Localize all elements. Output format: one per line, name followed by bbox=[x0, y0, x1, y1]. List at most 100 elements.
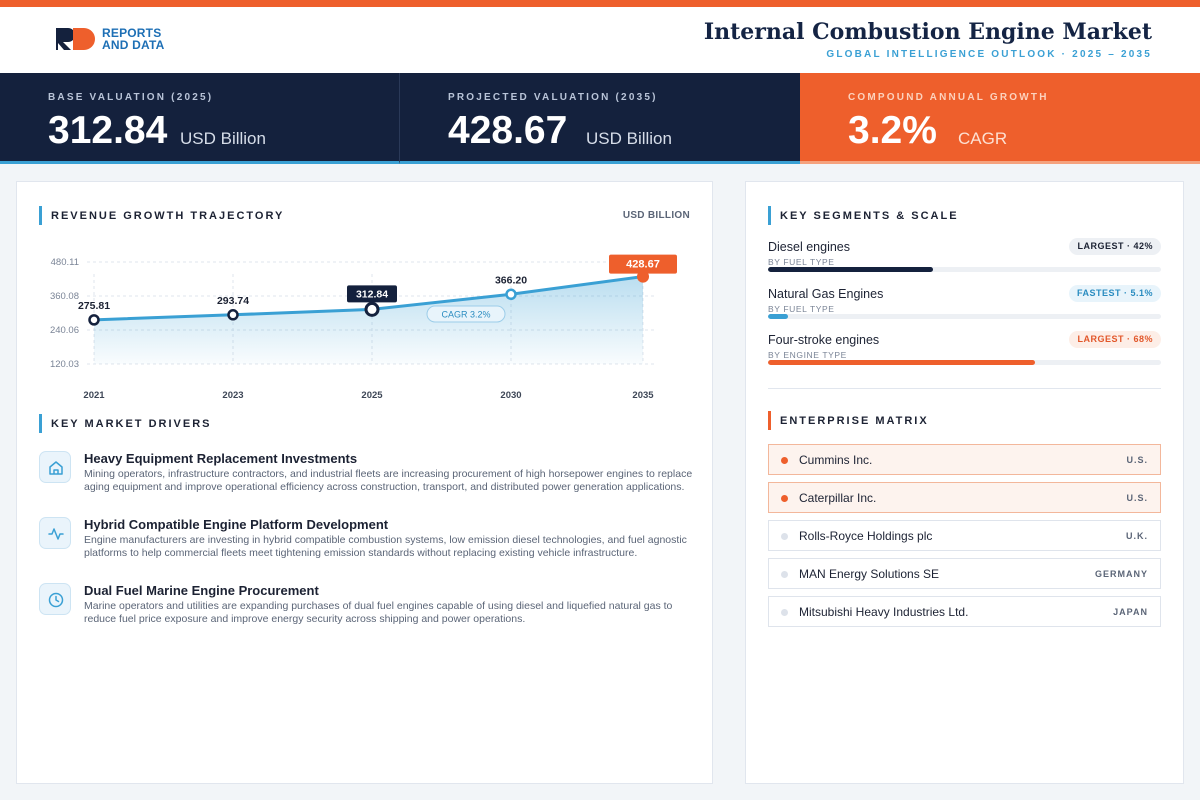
driver-title: Heavy Equipment Replacement Investments bbox=[84, 451, 358, 466]
matrix-section-title: ENTERPRISE MATRIX bbox=[768, 411, 929, 430]
data-label: 428.67 bbox=[626, 259, 660, 271]
company-row[interactable]: Mitsubishi Heavy Industries Ltd. JAPAN bbox=[768, 596, 1161, 627]
home-icon bbox=[39, 451, 71, 483]
page-title: Internal Combustion Engine Market bbox=[703, 19, 1152, 45]
segment-bar-track bbox=[768, 267, 1161, 272]
segments-section-title: KEY SEGMENTS & SCALE bbox=[768, 206, 959, 225]
company-dot-icon bbox=[781, 457, 788, 464]
company-country: JAPAN bbox=[1113, 607, 1148, 617]
data-point bbox=[505, 288, 517, 301]
segment-bar-track bbox=[768, 360, 1161, 365]
revenue-chart: 120.03 240.06 360.08 480.11 2021 2023 2025 2030… bbox=[50, 254, 677, 401]
kpi-strip: BASE VALUATION (2025) 312.84 USD Billion… bbox=[0, 73, 1200, 164]
data-label-box bbox=[347, 285, 397, 303]
page-subtitle: GLOBAL INTELLIGENCE OUTLOOK · 2025 – 203… bbox=[826, 49, 1152, 60]
company-country: GERMANY bbox=[1094, 569, 1148, 579]
x-tick-label: 2021 bbox=[83, 390, 105, 401]
right-panel: KEY SEGMENTS & SCALE Diesel engines BY F… bbox=[745, 181, 1184, 784]
company-dot-icon bbox=[781, 533, 788, 540]
segment-name: Diesel engines bbox=[768, 240, 850, 254]
data-point bbox=[227, 309, 239, 321]
x-tick-label: 2023 bbox=[222, 390, 243, 401]
chart-section-title: REVENUE GROWTH TRAJECTORY bbox=[39, 206, 284, 225]
driver-title: Hybrid Compatible Engine Platform Develo… bbox=[84, 517, 389, 532]
data-label-box bbox=[609, 254, 677, 274]
driver-title: Dual Fuel Marine Engine Procurement bbox=[84, 583, 319, 598]
company-name: MAN Energy Solutions SE bbox=[799, 567, 940, 581]
company-country: U.S. bbox=[1126, 493, 1148, 503]
company-dot-icon bbox=[781, 571, 788, 578]
company-row[interactable]: Cummins Inc. U.S. bbox=[768, 444, 1161, 475]
y-tick-label: 360.08 bbox=[50, 291, 79, 302]
cagr-annotation: CAGR 3.2% bbox=[441, 310, 490, 320]
brand-logo[interactable]: REPORTS AND DATA bbox=[54, 26, 164, 52]
company-row[interactable]: Rolls-Royce Holdings plc U.K. bbox=[768, 520, 1161, 551]
kpi-label: COMPOUND ANNUAL GROWTH bbox=[848, 92, 1049, 103]
kpi-unit: CAGR bbox=[958, 129, 1008, 148]
top-accent-bar bbox=[0, 0, 1200, 7]
segment-badge: LARGEST · 68% bbox=[1069, 331, 1161, 348]
segment-name: Four-stroke engines bbox=[768, 333, 880, 347]
data-point bbox=[364, 301, 380, 317]
brand-name: REPORTS AND DATA bbox=[102, 27, 164, 51]
segment-bar-track bbox=[768, 314, 1161, 319]
company-row[interactable]: Caterpillar Inc. U.S. bbox=[768, 482, 1161, 513]
cagr-annotation-box bbox=[426, 305, 506, 323]
segment-badge: FASTEST · 5.1% bbox=[1068, 285, 1161, 302]
segment-bar-fill bbox=[768, 360, 1036, 365]
segment-four-stroke: Four-stroke engines BY ENGINE TYPE LARGE… bbox=[768, 331, 1161, 373]
segment-type: BY FUEL TYPE bbox=[768, 304, 835, 314]
segment-bar-fill bbox=[768, 267, 934, 272]
header: REPORTS AND DATA Internal Combustion Eng… bbox=[0, 7, 1200, 73]
activity-icon bbox=[39, 517, 71, 549]
company-row[interactable]: MAN Energy Solutions SE GERMANY bbox=[768, 558, 1161, 589]
driver-description: Engine manufacturers are investing in hy… bbox=[84, 534, 687, 560]
company-name: Cummins Inc. bbox=[799, 453, 873, 467]
data-label: 366.20 bbox=[495, 274, 527, 286]
kpi-value: 3.2% bbox=[848, 109, 937, 152]
section-divider bbox=[768, 388, 1161, 389]
segment-name: Natural Gas Engines bbox=[768, 287, 884, 301]
driver-description: Marine operators and utilities are expan… bbox=[84, 600, 673, 626]
chart-unit-label: USD BILLION bbox=[622, 210, 690, 221]
company-country: U.K. bbox=[1126, 531, 1148, 541]
kpi-label: PROJECTED VALUATION (2035) bbox=[448, 92, 658, 103]
kpi-cagr: COMPOUND ANNUAL GROWTH 3.2% CAGR bbox=[800, 73, 1200, 164]
kpi-base-valuation: BASE VALUATION (2025) 312.84 USD Billion bbox=[0, 73, 400, 164]
clock-icon bbox=[39, 583, 71, 615]
kpi-unit: USD Billion bbox=[180, 129, 266, 148]
x-tick-label: 2025 bbox=[361, 390, 383, 401]
segment-badge: LARGEST · 42% bbox=[1069, 238, 1161, 255]
segment-type: BY FUEL TYPE bbox=[768, 257, 835, 267]
company-dot-icon bbox=[781, 609, 788, 616]
kpi-value: 312.84 bbox=[48, 109, 168, 152]
company-country: U.S. bbox=[1126, 455, 1148, 465]
x-tick-label: 2030 bbox=[500, 390, 521, 401]
x-tick-label: 2035 bbox=[632, 390, 654, 401]
y-tick-label: 480.11 bbox=[51, 257, 79, 268]
kpi-unit: USD Billion bbox=[586, 129, 672, 148]
driver-description: Mining operators, infrastructure contrac… bbox=[84, 468, 693, 494]
company-name: Caterpillar Inc. bbox=[799, 491, 877, 505]
left-panel: REVENUE GROWTH TRAJECTORY USD BILLION 12… bbox=[16, 181, 713, 784]
company-dot-icon bbox=[781, 495, 788, 502]
segment-natural-gas: Natural Gas Engines BY FUEL TYPE FASTEST… bbox=[768, 285, 1161, 327]
kpi-label: BASE VALUATION (2025) bbox=[48, 92, 214, 103]
kpi-projected-valuation: PROJECTED VALUATION (2035) 428.67 USD Bi… bbox=[400, 73, 800, 164]
logo-mark-icon bbox=[56, 28, 95, 50]
segment-type: BY ENGINE TYPE bbox=[768, 350, 847, 360]
kpi-value: 428.67 bbox=[448, 109, 568, 152]
segment-diesel: Diesel engines BY FUEL TYPE LARGEST · 42… bbox=[768, 238, 1161, 280]
y-tick-label: 120.03 bbox=[50, 359, 79, 370]
company-name: Mitsubishi Heavy Industries Ltd. bbox=[799, 605, 969, 619]
company-name: Rolls-Royce Holdings plc bbox=[799, 529, 933, 543]
data-point bbox=[88, 314, 100, 326]
y-tick-label: 240.06 bbox=[50, 325, 79, 336]
data-label: 312.84 bbox=[356, 288, 388, 300]
data-label: 293.74 bbox=[217, 295, 249, 307]
data-label: 275.81 bbox=[78, 300, 110, 312]
area-fill bbox=[94, 276, 643, 364]
segment-bar-fill bbox=[768, 314, 789, 319]
brand-line-2: AND DATA bbox=[102, 38, 165, 52]
brand-line-1: REPORTS bbox=[102, 26, 162, 40]
